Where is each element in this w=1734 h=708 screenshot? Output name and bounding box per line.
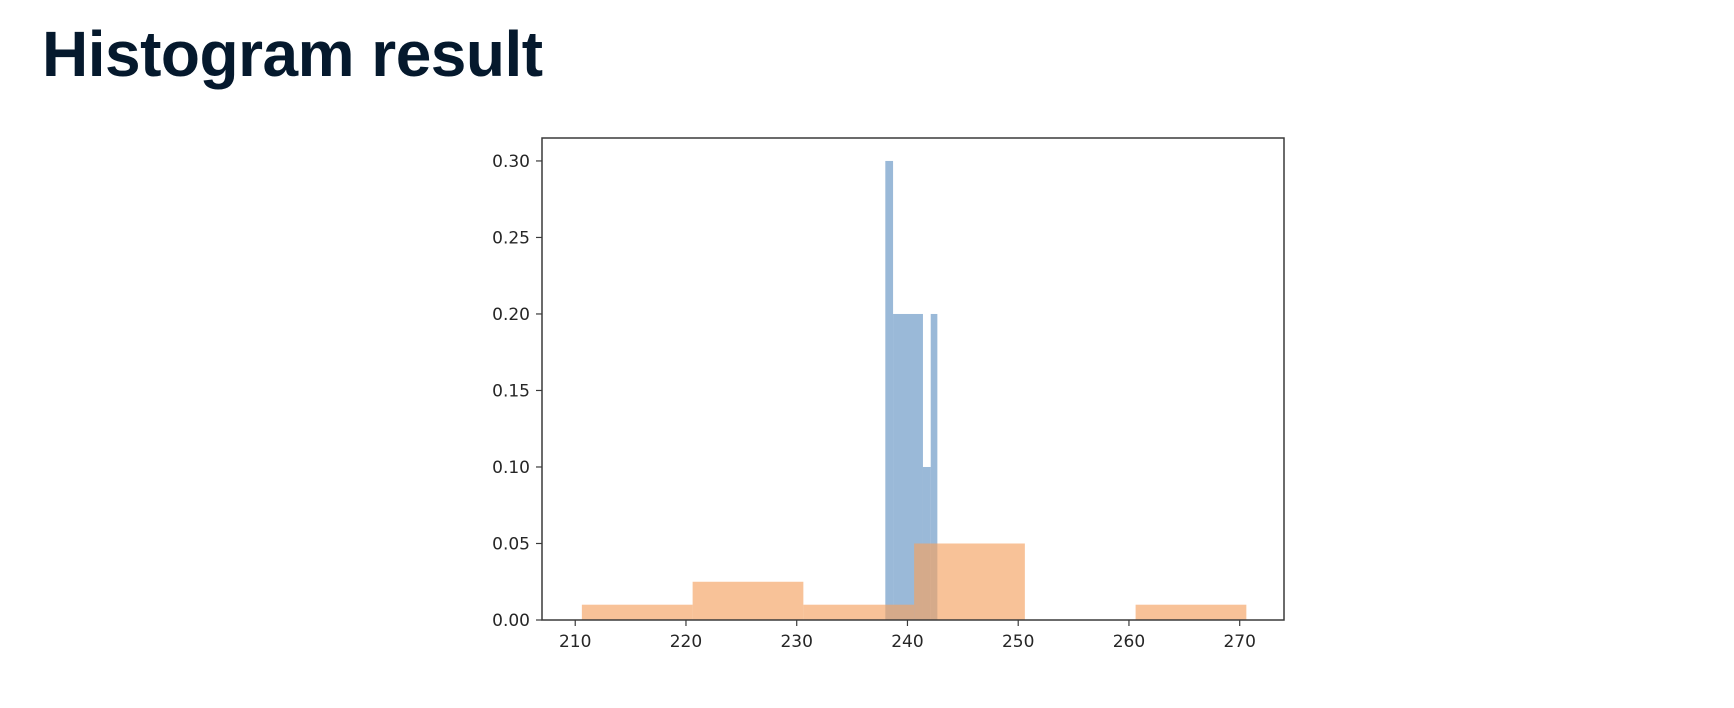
y-tick-label: 0.15 — [492, 381, 530, 401]
histogram-bar-s1-b0 — [581, 604, 693, 620]
y-tick-label: 0.25 — [492, 228, 530, 248]
histogram-bar-s1-b3 — [914, 543, 1025, 620]
y-tick-label: 0.20 — [492, 305, 530, 325]
bars-layer — [581, 160, 1247, 620]
histogram-bar-s1-b5 — [1135, 604, 1247, 620]
y-tick-label: 0.10 — [492, 458, 530, 478]
y-tick-label: 0.30 — [492, 152, 530, 172]
histogram-bar-s1-b1 — [692, 581, 804, 620]
histogram-bar-s1-b2 — [803, 604, 915, 620]
page-title: Histogram result — [42, 18, 543, 90]
y-tick-label: 0.00 — [492, 611, 530, 631]
x-tick-label: 270 — [1223, 632, 1255, 652]
x-tick-label: 240 — [891, 632, 923, 652]
x-tick-label: 250 — [1002, 632, 1034, 652]
x-axis: 210 220 230 240 250 260 270 — [559, 620, 1256, 652]
x-tick-label: 260 — [1113, 632, 1145, 652]
histogram-bar-s0-b0 — [885, 160, 894, 620]
plot-frame — [541, 137, 1285, 621]
histogram-bar-s0-b3 — [930, 313, 938, 620]
x-tick-label: 210 — [559, 632, 591, 652]
y-axis: 0.00 0.05 0.10 0.15 0.20 0.25 0.30 — [492, 152, 542, 631]
y-tick-label: 0.05 — [492, 534, 530, 554]
x-tick-label: 230 — [780, 632, 812, 652]
x-tick-label: 220 — [670, 632, 702, 652]
